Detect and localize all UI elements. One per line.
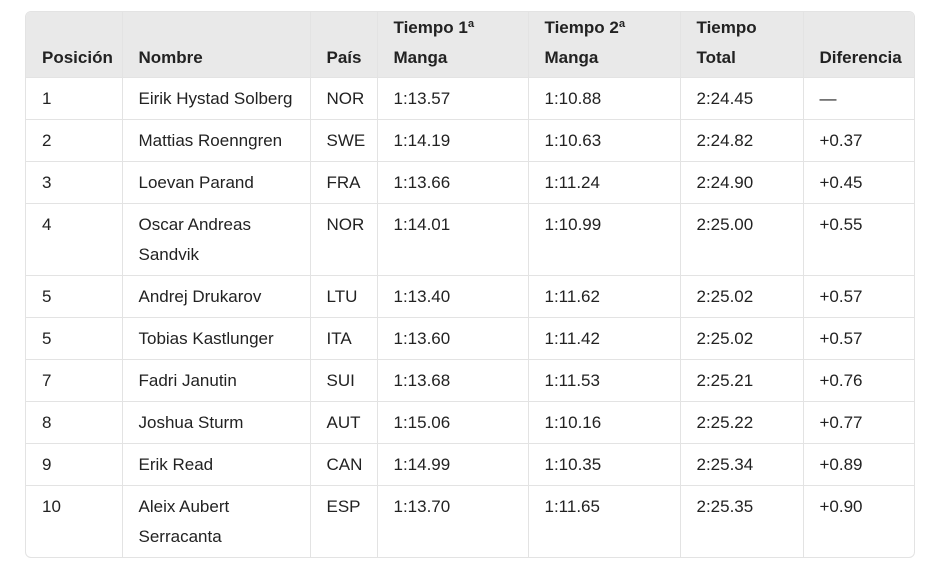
table-cell: 1:13.60 xyxy=(377,317,529,360)
table-cell: Eirik Hystad Solberg xyxy=(122,77,311,120)
table-row: 10 Aleix Aubert Serracanta ESP 1:13.70 1:11.… xyxy=(26,485,914,557)
table-cell: 1:14.99 xyxy=(377,443,529,486)
table-row: 3 Loevan Parand FRA 1:13.66 1:11.24 2:24.90 +0… xyxy=(26,161,914,204)
header-cell: País xyxy=(310,12,378,78)
table-row: 9 Erik Read CAN 1:14.99 1:10.35 2:25.34 +0.89 xyxy=(26,443,914,486)
table-cell: 2:25.02 xyxy=(680,275,804,318)
header-cell: Diferencia xyxy=(803,12,914,78)
table-cell: +0.57 xyxy=(803,275,914,318)
table-cell: 2:25.34 xyxy=(680,443,804,486)
table-cell: 1:11.65 xyxy=(528,485,681,557)
table-cell: 2:25.02 xyxy=(680,317,804,360)
table-cell: Andrej Drukarov xyxy=(122,275,311,318)
table-cell: 7 xyxy=(26,359,123,402)
header-cell: Tiempo Total xyxy=(680,12,804,78)
table-cell: 1:10.88 xyxy=(528,77,681,120)
table-cell: 1 xyxy=(26,77,123,120)
table-cell: 1:13.66 xyxy=(377,161,529,204)
table-cell: 1:10.99 xyxy=(528,203,681,276)
table-cell: 1:11.53 xyxy=(528,359,681,402)
table-cell: 1:11.42 xyxy=(528,317,681,360)
table-cell: 1:15.06 xyxy=(377,401,529,444)
table-cell: 1:13.40 xyxy=(377,275,529,318)
table-cell: +0.45 xyxy=(803,161,914,204)
table: Posición Nombre País Tiempo 1ª Manga Tiempo … xyxy=(26,12,914,557)
table-body: 1 Eirik Hystad Solberg NOR 1:13.57 1:10.88 2:… xyxy=(26,77,914,557)
table-cell: Tobias Kastlunger xyxy=(122,317,311,360)
table-cell: SWE xyxy=(310,119,378,162)
table-row: 5 Tobias Kastlunger ITA 1:13.60 1:11.42 2:25.… xyxy=(26,317,914,360)
table-cell: — xyxy=(803,77,914,120)
table-cell: 10 xyxy=(26,485,123,557)
table-cell: Erik Read xyxy=(122,443,311,486)
table-cell: 3 xyxy=(26,161,123,204)
table-cell: 5 xyxy=(26,275,123,318)
table-cell: +0.55 xyxy=(803,203,914,276)
table-cell: 2:25.21 xyxy=(680,359,804,402)
table-cell: 1:14.01 xyxy=(377,203,529,276)
table-cell: 8 xyxy=(26,401,123,444)
table-cell: +0.77 xyxy=(803,401,914,444)
table-cell: ESP xyxy=(310,485,378,557)
table-cell: 4 xyxy=(26,203,123,276)
table-row: 1 Eirik Hystad Solberg NOR 1:13.57 1:10.88 2:… xyxy=(26,77,914,120)
table-cell: Fadri Janutin xyxy=(122,359,311,402)
table-cell: 1:11.62 xyxy=(528,275,681,318)
table-cell: Oscar Andreas Sandvik xyxy=(122,203,311,276)
table-cell: 2:25.00 xyxy=(680,203,804,276)
table-row: 8 Joshua Sturm AUT 1:15.06 1:10.16 2:25.22 +0.… xyxy=(26,401,914,444)
table-row: 5 Andrej Drukarov LTU 1:13.40 1:11.62 2:25.02… xyxy=(26,275,914,318)
table-cell: 1:13.68 xyxy=(377,359,529,402)
table-cell: 1:13.57 xyxy=(377,77,529,120)
table-cell: +0.89 xyxy=(803,443,914,486)
table-cell: LTU xyxy=(310,275,378,318)
table-cell: 1:10.16 xyxy=(528,401,681,444)
table-cell: Loevan Parand xyxy=(122,161,311,204)
table-cell: 2:24.82 xyxy=(680,119,804,162)
table-cell: 2 xyxy=(26,119,123,162)
table-row: 2 Mattias Roenngren SWE 1:14.19 1:10.63 2:24.… xyxy=(26,119,914,162)
table-cell: CAN xyxy=(310,443,378,486)
table-cell: NOR xyxy=(310,203,378,276)
header-row: Posición Nombre País Tiempo 1ª Manga Tiempo … xyxy=(26,12,914,78)
table-cell: +0.76 xyxy=(803,359,914,402)
table-cell: 2:24.90 xyxy=(680,161,804,204)
table-cell: 1:10.35 xyxy=(528,443,681,486)
table-cell: NOR xyxy=(310,77,378,120)
header-cell: Tiempo 2ª Manga xyxy=(528,12,681,78)
results-table: Posición Nombre País Tiempo 1ª Manga Tiempo … xyxy=(25,11,915,558)
table-cell: 1:11.24 xyxy=(528,161,681,204)
table-cell: 2:24.45 xyxy=(680,77,804,120)
table-cell: 1:10.63 xyxy=(528,119,681,162)
header-cell: Tiempo 1ª Manga xyxy=(377,12,529,78)
table-cell: 5 xyxy=(26,317,123,360)
table-cell: Joshua Sturm xyxy=(122,401,311,444)
table-cell: ITA xyxy=(310,317,378,360)
table-cell: 1:13.70 xyxy=(377,485,529,557)
table-row: 7 Fadri Janutin SUI 1:13.68 1:11.53 2:25.21 +0… xyxy=(26,359,914,402)
table-cell: AUT xyxy=(310,401,378,444)
table-cell: 2:25.35 xyxy=(680,485,804,557)
table-cell: Aleix Aubert Serracanta xyxy=(122,485,311,557)
table-cell: FRA xyxy=(310,161,378,204)
table-cell: +0.90 xyxy=(819,497,863,516)
table-cell: +0.37 xyxy=(803,119,914,162)
table-cell: 9 xyxy=(26,443,123,486)
table-cell: Mattias Roenngren xyxy=(122,119,311,162)
table-cell: SUI xyxy=(310,359,378,402)
header-cell: Posición xyxy=(26,12,123,78)
header-cell: Nombre xyxy=(122,12,311,78)
table-cell: 2:25.22 xyxy=(680,401,804,444)
table-cell: +0.57 xyxy=(803,317,914,360)
table-row: 4 Oscar Andreas Sandvik NOR 1:14.01 1:10.99 2… xyxy=(26,203,914,276)
table-cell: 1:14.19 xyxy=(377,119,529,162)
